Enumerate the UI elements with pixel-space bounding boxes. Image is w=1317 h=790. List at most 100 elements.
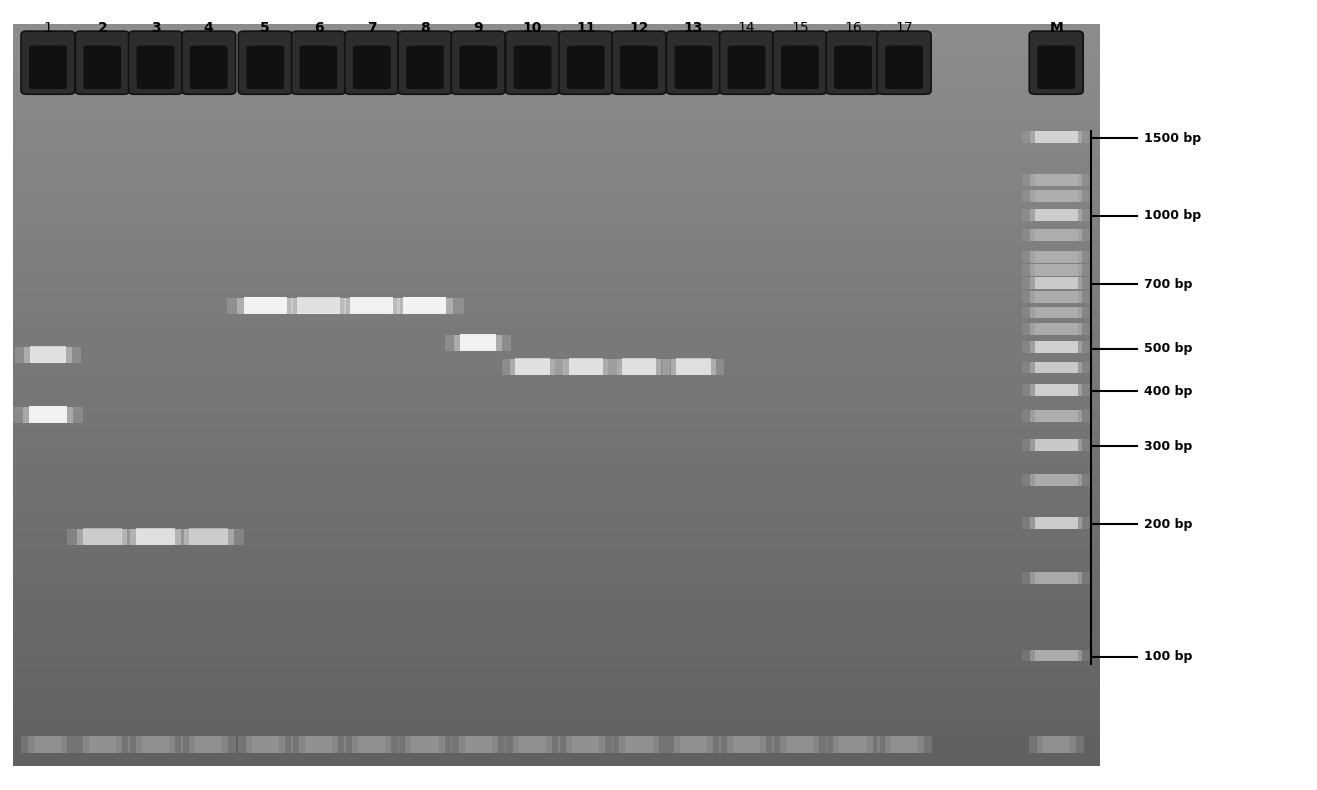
Bar: [30, 347, 66, 363]
FancyBboxPatch shape: [398, 31, 452, 94]
Text: 5: 5: [261, 21, 270, 35]
Bar: [1022, 649, 1090, 661]
Bar: [398, 736, 452, 753]
Bar: [83, 529, 121, 545]
Bar: [458, 736, 498, 753]
Bar: [890, 736, 918, 753]
Bar: [279, 298, 357, 314]
FancyBboxPatch shape: [612, 31, 666, 94]
FancyBboxPatch shape: [781, 46, 819, 89]
Bar: [14, 347, 80, 363]
FancyBboxPatch shape: [674, 46, 712, 89]
Bar: [834, 736, 873, 753]
Text: M: M: [1050, 21, 1063, 35]
Bar: [622, 358, 656, 374]
Bar: [1030, 264, 1083, 276]
Bar: [572, 736, 599, 753]
Bar: [24, 347, 71, 363]
Text: 2: 2: [97, 21, 107, 35]
Bar: [662, 359, 724, 375]
FancyBboxPatch shape: [129, 31, 183, 94]
Bar: [67, 529, 137, 545]
Bar: [1022, 384, 1090, 396]
Bar: [237, 298, 294, 314]
Bar: [1036, 736, 1076, 753]
Bar: [344, 298, 399, 314]
Bar: [1022, 292, 1090, 303]
FancyBboxPatch shape: [460, 46, 497, 89]
Bar: [1030, 323, 1083, 335]
Text: 13: 13: [684, 21, 703, 35]
Bar: [29, 406, 67, 423]
Bar: [1022, 474, 1090, 486]
Bar: [1022, 410, 1090, 422]
Bar: [244, 298, 287, 314]
Bar: [350, 297, 394, 313]
Bar: [611, 736, 666, 753]
Bar: [666, 736, 720, 753]
FancyBboxPatch shape: [21, 31, 75, 94]
FancyBboxPatch shape: [190, 46, 228, 89]
FancyBboxPatch shape: [885, 46, 923, 89]
Bar: [1043, 736, 1069, 753]
Bar: [13, 407, 83, 423]
Bar: [29, 736, 67, 753]
Bar: [403, 298, 446, 314]
Bar: [1035, 292, 1077, 303]
Bar: [1035, 190, 1077, 202]
Text: 6: 6: [313, 21, 323, 35]
Bar: [1035, 384, 1077, 396]
Bar: [1030, 174, 1083, 186]
Bar: [1022, 323, 1090, 335]
Bar: [445, 335, 511, 352]
Bar: [1022, 277, 1090, 289]
Bar: [676, 358, 711, 374]
Bar: [680, 736, 707, 753]
Bar: [727, 736, 766, 753]
Bar: [1035, 229, 1077, 241]
Bar: [1022, 209, 1090, 220]
Bar: [1030, 190, 1083, 202]
Bar: [510, 359, 554, 375]
FancyBboxPatch shape: [75, 31, 129, 94]
Bar: [619, 736, 658, 753]
Bar: [291, 298, 346, 314]
FancyBboxPatch shape: [246, 46, 284, 89]
Bar: [128, 736, 183, 753]
Bar: [1035, 649, 1077, 661]
Bar: [1035, 264, 1077, 276]
Bar: [626, 736, 653, 753]
Text: 1500 bp: 1500 bp: [1144, 132, 1201, 145]
Text: 14: 14: [738, 21, 756, 35]
Bar: [1022, 572, 1090, 584]
Bar: [190, 529, 228, 544]
Bar: [358, 736, 386, 753]
Bar: [450, 736, 506, 753]
Bar: [1030, 649, 1083, 661]
Bar: [142, 736, 169, 753]
Bar: [121, 529, 191, 545]
Bar: [1030, 251, 1083, 263]
Bar: [1030, 384, 1083, 396]
Bar: [674, 736, 712, 753]
Bar: [773, 736, 827, 753]
FancyBboxPatch shape: [1038, 46, 1075, 89]
Bar: [512, 736, 552, 753]
Bar: [244, 297, 287, 313]
Bar: [183, 529, 234, 545]
Bar: [1022, 517, 1090, 529]
Bar: [1030, 277, 1083, 289]
FancyBboxPatch shape: [137, 46, 174, 89]
FancyBboxPatch shape: [620, 46, 658, 89]
Text: 400 bp: 400 bp: [1144, 385, 1192, 398]
Bar: [502, 359, 564, 375]
Bar: [719, 736, 774, 753]
Bar: [1035, 251, 1077, 263]
Bar: [1022, 439, 1090, 451]
FancyBboxPatch shape: [182, 31, 236, 94]
Bar: [1035, 474, 1077, 486]
Bar: [78, 529, 128, 545]
Bar: [608, 359, 670, 375]
FancyBboxPatch shape: [83, 46, 121, 89]
Text: 1000 bp: 1000 bp: [1144, 209, 1201, 222]
